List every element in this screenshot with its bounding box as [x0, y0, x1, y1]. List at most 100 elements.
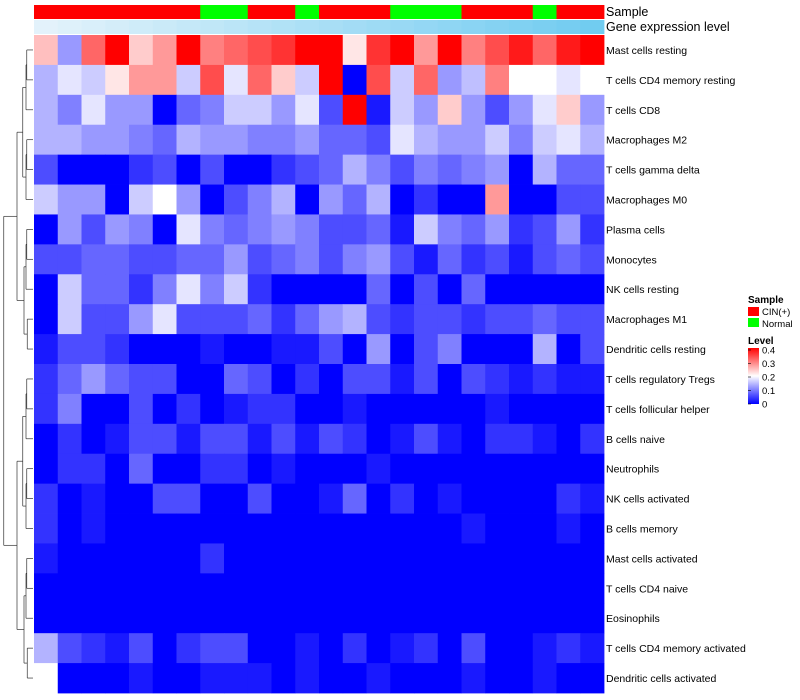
heatmap-cell — [580, 543, 605, 574]
sample-annotation-cell — [414, 5, 439, 19]
heatmap-cell — [414, 94, 439, 126]
heatmap-cell — [34, 154, 59, 185]
sample-annotation-label: Sample — [606, 5, 648, 19]
heatmap-cell — [390, 154, 415, 185]
heatmap-cell — [390, 573, 415, 604]
heatmap-cell — [319, 94, 344, 126]
heatmap-cell — [57, 663, 82, 694]
heatmap-cell — [271, 483, 296, 514]
row-label: T cells CD4 naive — [606, 583, 688, 595]
heatmap-cell — [271, 513, 296, 544]
heatmap-cell — [295, 184, 320, 215]
heatmap-cell — [152, 334, 177, 365]
heatmap-cell — [414, 483, 439, 514]
heatmap-cell — [81, 633, 106, 664]
heatmap-cell — [271, 94, 296, 126]
heatmap-cell — [152, 483, 177, 514]
heatmap-cell — [485, 184, 510, 215]
heatmap-cell — [437, 184, 462, 215]
heatmap-cell — [152, 453, 177, 485]
heatmap-cell — [57, 483, 82, 514]
heatmap-cell — [437, 35, 462, 66]
heatmap-cell — [342, 364, 367, 395]
gene-annotation-cell — [176, 20, 201, 34]
heatmap-cell — [224, 304, 249, 335]
heatmap-cell — [176, 573, 201, 604]
level-tick-label: 0 — [762, 400, 767, 411]
heatmap-cell — [556, 184, 581, 215]
heatmap-cell — [390, 513, 415, 544]
heatmap-cell — [81, 423, 106, 455]
heatmap-cell — [366, 513, 391, 544]
heatmap-cell — [57, 573, 82, 604]
heatmap-cell — [200, 663, 225, 694]
heatmap-cell — [580, 423, 605, 455]
heatmap-cell — [247, 423, 272, 455]
heatmap-cell — [319, 423, 344, 455]
heatmap-cell — [81, 573, 106, 604]
heatmap-cell — [295, 393, 320, 425]
heatmap-cell — [509, 184, 534, 215]
heatmap-cell — [34, 453, 59, 485]
heatmap-cell — [366, 334, 391, 365]
heatmap-cell — [200, 483, 225, 514]
heatmap-cell — [224, 423, 249, 455]
sample-annotation-cell — [57, 5, 82, 19]
gene-annotation-cell — [247, 20, 272, 34]
heatmap-cell — [295, 304, 320, 335]
heatmap-cell — [319, 124, 344, 156]
heatmap-cell — [342, 483, 367, 514]
heatmap-cell — [509, 603, 534, 634]
heatmap-cell — [485, 124, 510, 156]
heatmap-cell — [247, 124, 272, 156]
heatmap-cell — [129, 453, 154, 485]
heatmap-cell — [342, 94, 367, 126]
heatmap-cell — [532, 334, 557, 365]
heatmap-cell — [461, 513, 486, 544]
heatmap-cell — [390, 214, 415, 245]
heatmap-cell — [532, 184, 557, 215]
row-label: Monocytes — [606, 254, 657, 266]
heatmap-cell — [414, 423, 439, 455]
heatmap-cell — [129, 184, 154, 215]
heatmap-cell — [342, 573, 367, 604]
heatmap-cell — [57, 304, 82, 335]
heatmap-cell — [485, 244, 510, 275]
sample-annotation-cell — [390, 5, 415, 19]
heatmap-cell — [176, 453, 201, 485]
heatmap-cell — [57, 423, 82, 455]
heatmap-cell — [105, 64, 130, 96]
heatmap-cell — [580, 334, 605, 365]
heatmap-cell — [271, 453, 296, 485]
heatmap-cell — [105, 633, 130, 664]
heatmap-cell — [414, 184, 439, 215]
heatmap-cell — [200, 274, 225, 305]
sample-annotation-cell — [176, 5, 201, 19]
gene-annotation-cell — [34, 20, 59, 34]
heatmap-cell — [152, 393, 177, 425]
heatmap-cell — [34, 663, 59, 694]
heatmap-cell — [295, 513, 320, 544]
heatmap-cell — [485, 35, 510, 66]
heatmap-cell — [247, 393, 272, 425]
heatmap-cell — [152, 214, 177, 245]
heatmap-cell — [461, 543, 486, 574]
heatmap-cell — [532, 633, 557, 664]
heatmap-cell — [81, 364, 106, 395]
sample-annotation-cell — [129, 5, 154, 19]
heatmap-cell — [129, 423, 154, 455]
heatmap-cell — [247, 573, 272, 604]
heatmap-cell — [461, 274, 486, 305]
heatmap-cell — [224, 483, 249, 514]
gene-annotation-cell — [129, 20, 154, 34]
heatmap-cell — [366, 154, 391, 185]
gene-annotation-cell — [81, 20, 106, 34]
heatmap-cell — [271, 633, 296, 664]
heatmap-cell — [342, 64, 367, 96]
heatmap-cell — [200, 633, 225, 664]
level-tick-label: 0.2 — [762, 373, 775, 384]
heatmap-cell — [485, 393, 510, 425]
heatmap-cell — [366, 35, 391, 66]
heatmap-cells — [34, 35, 605, 694]
heatmap-cell — [176, 543, 201, 574]
